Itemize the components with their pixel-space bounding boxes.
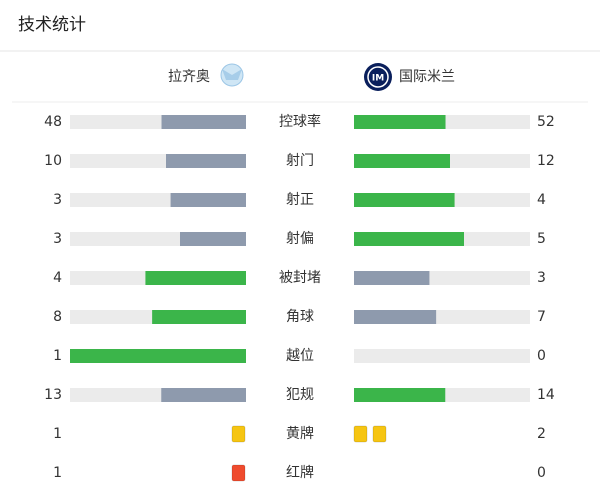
- away-value: 7: [537, 309, 546, 325]
- stat-label: 越位: [286, 348, 314, 364]
- home-value: 10: [44, 153, 62, 169]
- stat-label: 红牌: [286, 464, 314, 481]
- away-bar: [354, 310, 437, 324]
- home-bar: [152, 310, 246, 324]
- away-bar: [354, 154, 450, 168]
- home-bar: [170, 193, 246, 207]
- away-bar: [354, 232, 464, 246]
- stat-label: 黄牌: [286, 425, 314, 442]
- away-bar: [354, 271, 430, 285]
- home-value: 8: [53, 309, 62, 325]
- home-bar: [166, 154, 246, 168]
- bar-track: [354, 349, 530, 363]
- home-bar: [180, 232, 246, 246]
- home-value: 3: [53, 231, 62, 247]
- home-value: 1: [53, 465, 62, 481]
- away-value: 5: [537, 231, 546, 247]
- home-card: [231, 464, 246, 482]
- away-value: 0: [537, 348, 546, 364]
- home-value: 13: [44, 387, 62, 403]
- away-card: [372, 425, 387, 443]
- stat-label: 被封堵: [279, 270, 321, 286]
- home-bar: [161, 388, 246, 402]
- home-logo: [220, 63, 244, 87]
- away-bar: [354, 115, 446, 129]
- stat-label: 犯规: [286, 387, 314, 403]
- away-card: [353, 425, 368, 443]
- away-value: 52: [537, 114, 555, 130]
- stat-label: 控球率: [279, 113, 321, 130]
- away-team: 国际米兰: [399, 69, 455, 85]
- home-bar: [145, 271, 246, 285]
- stat-label: 射正: [286, 192, 314, 208]
- panel-title: 技术统计: [18, 15, 86, 35]
- away-bar: [354, 388, 446, 402]
- away-value: 14: [537, 387, 555, 403]
- away-value: 12: [537, 153, 555, 169]
- stat-label: 角球: [286, 309, 314, 325]
- home-bar: [161, 115, 246, 129]
- stat-label: 射门: [286, 153, 314, 169]
- away-bar: [354, 193, 455, 207]
- svg-text:IM: IM: [372, 74, 384, 84]
- home-team: 拉齐奥: [168, 68, 210, 85]
- away-value: 3: [537, 270, 546, 286]
- home-value: 1: [53, 348, 62, 364]
- home-value: 4: [53, 270, 62, 286]
- home-value: 1: [53, 426, 62, 442]
- away-value: 0: [537, 465, 546, 481]
- home-bar: [70, 349, 246, 363]
- away-value: 2: [537, 426, 546, 442]
- away-logo: IM: [364, 63, 392, 91]
- home-card: [231, 425, 246, 443]
- stat-label: 射偏: [286, 231, 314, 247]
- home-value: 48: [44, 114, 62, 130]
- home-value: 3: [53, 192, 62, 208]
- away-value: 4: [537, 192, 546, 208]
